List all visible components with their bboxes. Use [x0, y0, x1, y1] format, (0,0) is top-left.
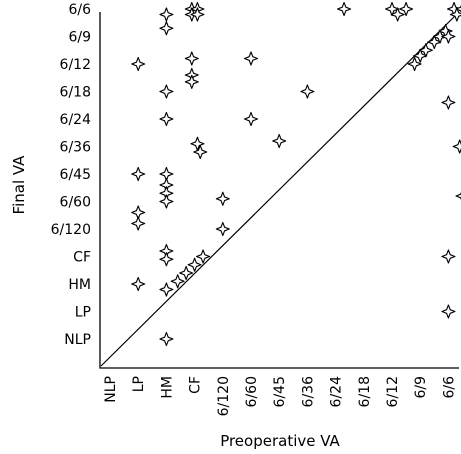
data-point [455, 4, 461, 14]
data-point [413, 48, 428, 63]
y-tick-label: LP [75, 305, 91, 321]
y-tick-label: CF [73, 250, 91, 266]
x-tick-label: 6/12 [385, 376, 401, 407]
data-point [179, 265, 194, 281]
data-point [159, 21, 174, 36]
data-point [452, 139, 461, 154]
x-tick-label: CF [188, 376, 204, 394]
x-tick-label: 6/36 [300, 376, 316, 408]
data-points [131, 1, 461, 347]
y-tick-label: 6/6 [68, 2, 91, 18]
data-point [407, 56, 422, 72]
data-point [243, 111, 259, 127]
x-tick-label: HM [159, 376, 175, 399]
data-point [300, 84, 315, 99]
data-point [187, 257, 202, 272]
y-tick-labels: NLP LP HM CF 6/120 6/60 6/45 6/36 6/24 6/18 6/12 6/… [51, 2, 91, 348]
data-point [131, 166, 146, 182]
data-point [418, 43, 433, 58]
data-point [159, 84, 174, 99]
data-point [449, 7, 461, 22]
data-point [193, 144, 208, 160]
data-point [215, 221, 230, 237]
y-tick-label: 6/18 [60, 85, 91, 101]
y-tick-label: 6/36 [60, 140, 92, 156]
data-point [272, 133, 287, 149]
data-point [441, 304, 456, 319]
x-tick-label: 6/60 [244, 376, 260, 407]
y-tick-label: 6/45 [60, 167, 91, 183]
x-tick-label: 6/18 [357, 376, 373, 407]
data-point [196, 249, 211, 264]
data-point [159, 252, 174, 267]
data-point [131, 216, 146, 231]
x-tick-label: 6/45 [272, 376, 288, 407]
identity-reference-line [100, 11, 460, 367]
x-tick-label: 6/6 [441, 376, 457, 399]
data-point [190, 7, 205, 22]
data-point [159, 7, 174, 22]
data-point [427, 34, 442, 50]
data-point [131, 276, 146, 292]
x-axis-title: Preoperative VA [220, 432, 340, 450]
data-point [159, 111, 174, 127]
x-tick-label: LP [131, 376, 147, 392]
y-tick-label: HM [68, 277, 91, 293]
data-point [337, 1, 352, 17]
x-tick-label: 6/24 [329, 376, 345, 408]
data-point [441, 29, 456, 44]
x-tick-label: 6/9 [413, 376, 429, 399]
data-point [184, 51, 199, 66]
data-point [390, 7, 405, 22]
data-point [384, 1, 400, 17]
data-point [455, 191, 461, 201]
data-point [131, 56, 146, 72]
data-point [441, 95, 456, 110]
y-tick-label: 6/120 [51, 222, 91, 238]
plot-axes [99, 12, 459, 369]
data-point [243, 51, 259, 66]
y-tick-label: 6/60 [60, 195, 91, 211]
data-point [441, 249, 456, 264]
data-point [399, 1, 414, 17]
y-axis-title: Final VA [10, 155, 28, 215]
data-point [159, 282, 174, 297]
x-tick-label: 6/120 [216, 376, 232, 416]
data-point [184, 74, 199, 89]
x-tick-labels: NLP LP HM CF 6/120 6/60 6/45 6/36 6/24 6/18 6/12 6/… [103, 376, 457, 416]
data-point [159, 331, 174, 347]
data-point [215, 191, 230, 206]
y-tick-label: 6/24 [60, 112, 92, 128]
data-point [190, 136, 205, 151]
y-tick-label: NLP [64, 332, 91, 348]
data-point [159, 194, 174, 209]
data-point [432, 29, 447, 44]
y-tick-label: 6/12 [60, 57, 91, 73]
y-tick-label: 6/9 [68, 30, 91, 46]
x-tick-label: NLP [103, 376, 119, 403]
data-point [170, 274, 185, 289]
